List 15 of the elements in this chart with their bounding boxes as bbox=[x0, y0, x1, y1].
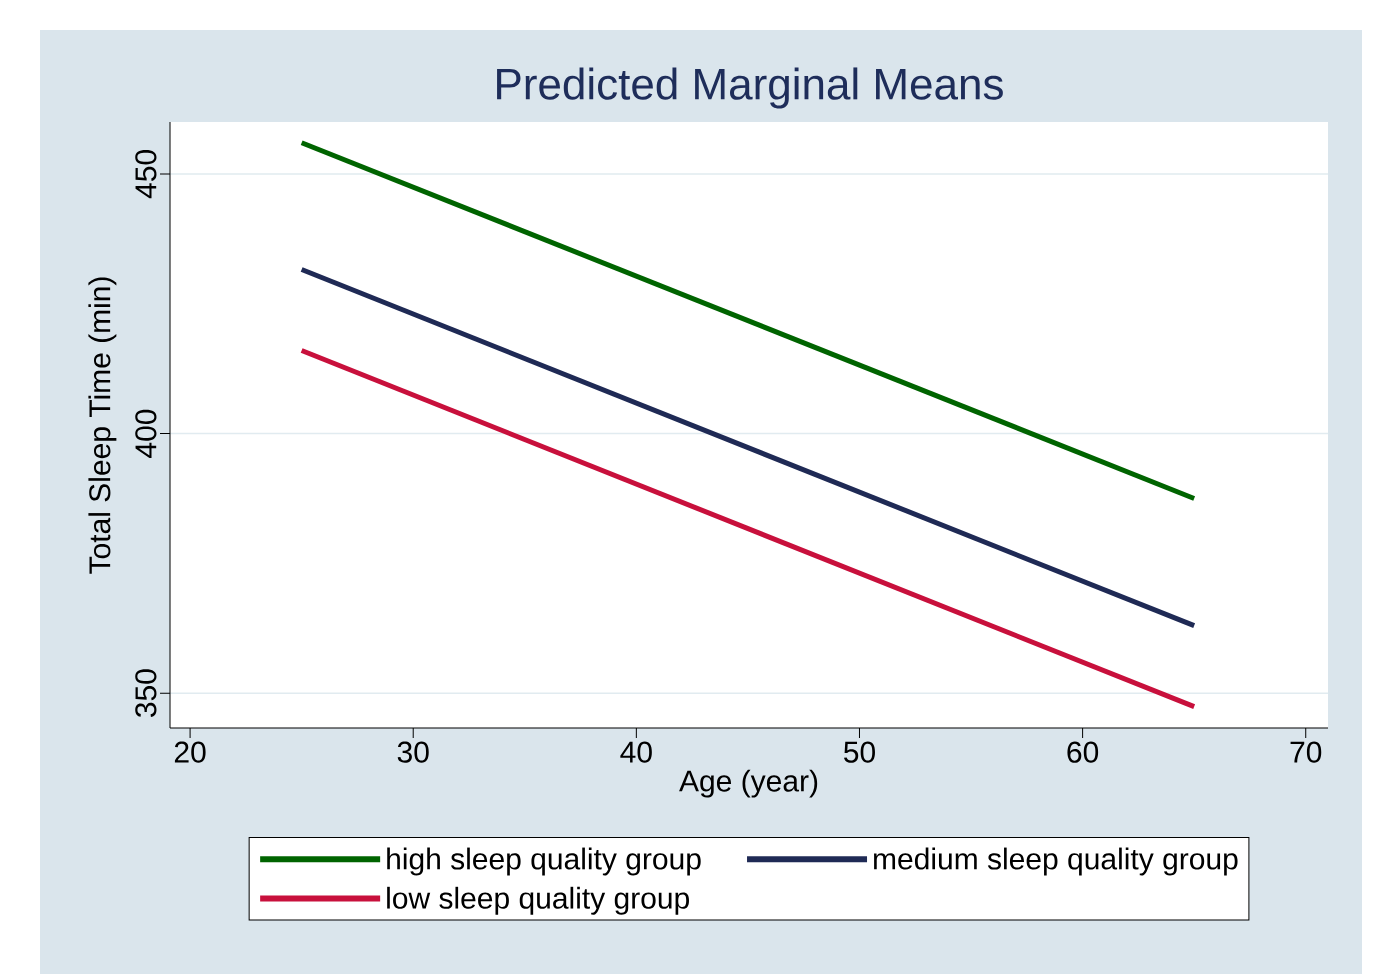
x-tick-label: 50 bbox=[844, 741, 875, 763]
x-tick-label: 70 bbox=[1290, 741, 1322, 763]
x-tick-label: 60 bbox=[1067, 741, 1099, 763]
legend-label: high sleep quality group bbox=[387, 847, 701, 876]
y-tick-label: 350 bbox=[135, 669, 157, 718]
x-tick-label: 20 bbox=[174, 741, 206, 763]
x-axis-title: Age (year) bbox=[679, 769, 818, 798]
x-tick-label: 30 bbox=[397, 741, 429, 763]
y-tick-label: 450 bbox=[135, 150, 157, 199]
x-tick-label: 40 bbox=[620, 741, 652, 763]
legend-label: medium sleep quality group bbox=[874, 847, 1238, 876]
y-axis-title: Total Sleep Time (min) bbox=[88, 277, 117, 574]
chart-title: Predicted Marginal Means bbox=[497, 67, 1003, 109]
y-tick-label: 400 bbox=[135, 409, 157, 458]
legend-label: low sleep quality group bbox=[387, 886, 689, 915]
